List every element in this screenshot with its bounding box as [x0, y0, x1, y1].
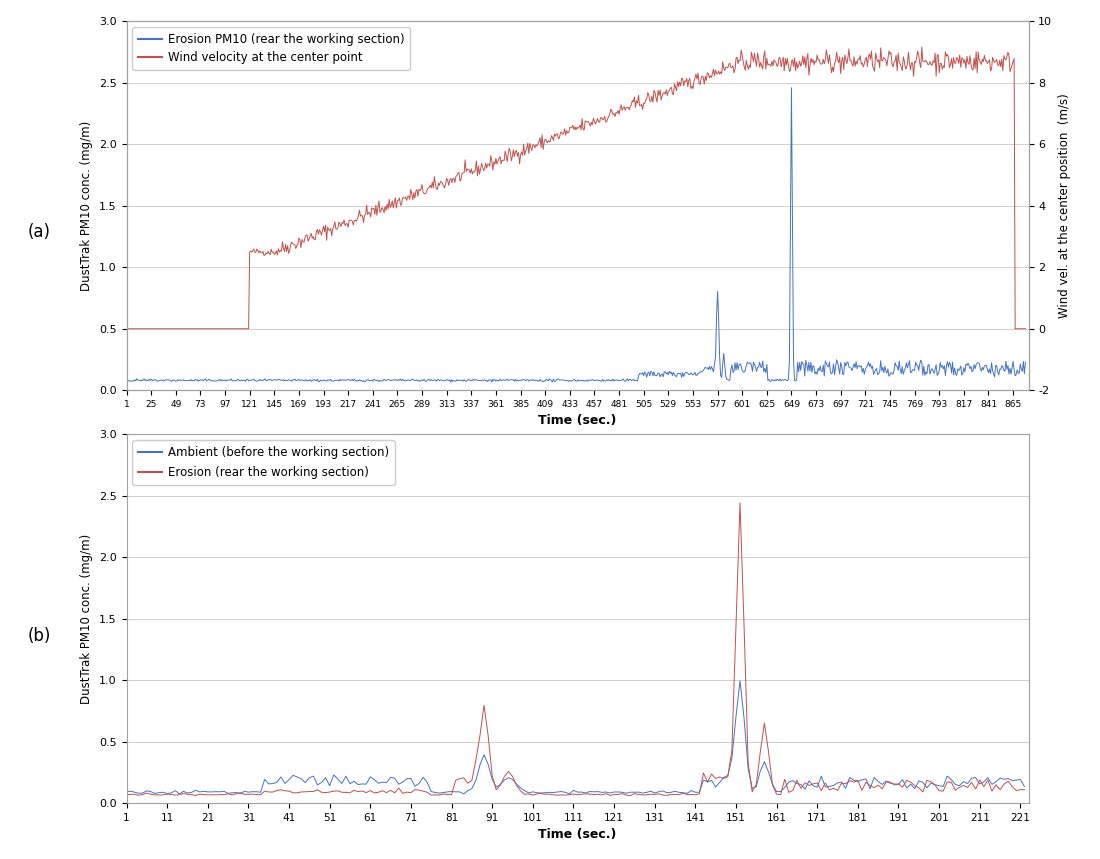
- Erosion PM10 (rear the working section): [1011, 364, 1024, 375]
- Ambient (before the working section): [441, 787, 454, 797]
- Erosion PM10 (rear the working section): [1019, 357, 1032, 368]
- Erosion (rear the working section): [1018, 784, 1031, 795]
- Wind velocity at the center point: [1010, 324, 1023, 334]
- Erosion PM10 (rear the working section): [120, 375, 133, 386]
- Line: Ambient (before the working section): Ambient (before the working section): [126, 681, 1024, 794]
- Ambient (before the working section): [417, 772, 430, 783]
- Ambient (before the working section): [734, 676, 747, 686]
- Line: Wind velocity at the center point: Wind velocity at the center point: [126, 47, 1025, 329]
- Ambient (before the working section): [1018, 782, 1031, 792]
- Wind velocity at the center point: [353, 205, 366, 216]
- Ambient (before the working section): [156, 787, 169, 797]
- Y-axis label: DustTrak PM10 conc. (mg/m): DustTrak PM10 conc. (mg/m): [80, 121, 94, 291]
- Erosion (rear the working section): [624, 790, 637, 801]
- Erosion PM10 (rear the working section): [485, 377, 498, 387]
- Erosion (rear the working section): [940, 777, 954, 787]
- Erosion (rear the working section): [156, 789, 169, 800]
- Erosion PM10 (rear the working section): [353, 375, 366, 385]
- Wind velocity at the center point: [1019, 324, 1032, 334]
- Ambient (before the working section): [233, 789, 246, 799]
- Erosion PM10 (rear the working section): [1014, 364, 1027, 375]
- Erosion PM10 (rear the working section): [304, 375, 317, 385]
- Line: Erosion PM10 (rear the working section): Erosion PM10 (rear the working section): [126, 88, 1025, 382]
- Erosion PM10 (rear the working section): [785, 82, 799, 93]
- Line: Erosion (rear the working section): Erosion (rear the working section): [126, 503, 1024, 795]
- Legend: Erosion PM10 (rear the working section), Wind velocity at the center point: Erosion PM10 (rear the working section),…: [132, 27, 410, 70]
- Erosion (rear the working section): [233, 788, 246, 798]
- Erosion (rear the working section): [417, 786, 430, 796]
- Erosion PM10 (rear the working section): [576, 375, 590, 386]
- Erosion (rear the working section): [367, 788, 381, 798]
- Y-axis label: Wind vel. at the center position  (m/s): Wind vel. at the center position (m/s): [1058, 94, 1070, 318]
- Wind velocity at the center point: [120, 324, 133, 334]
- Legend: Ambient (before the working section), Erosion (rear the working section): Ambient (before the working section), Er…: [132, 441, 395, 485]
- Ambient (before the working section): [120, 787, 133, 797]
- Ambient (before the working section): [367, 775, 381, 785]
- Wind velocity at the center point: [1014, 324, 1027, 334]
- X-axis label: Time (sec.): Time (sec.): [538, 828, 617, 842]
- Text: (b): (b): [28, 627, 51, 644]
- Ambient (before the working section): [563, 789, 576, 799]
- Erosion PM10 (rear the working section): [953, 365, 966, 375]
- Ambient (before the working section): [940, 771, 954, 782]
- Wind velocity at the center point: [915, 42, 928, 52]
- Y-axis label: DustTrak PM10 conc. (mg/m): DustTrak PM10 conc. (mg/m): [80, 533, 94, 704]
- Erosion (rear the working section): [441, 789, 454, 800]
- X-axis label: Time (sec.): Time (sec.): [538, 415, 617, 428]
- Wind velocity at the center point: [952, 54, 965, 64]
- Wind velocity at the center point: [575, 113, 589, 124]
- Text: (a): (a): [28, 223, 51, 241]
- Erosion (rear the working section): [120, 789, 133, 800]
- Wind velocity at the center point: [304, 231, 317, 241]
- Erosion (rear the working section): [734, 497, 747, 508]
